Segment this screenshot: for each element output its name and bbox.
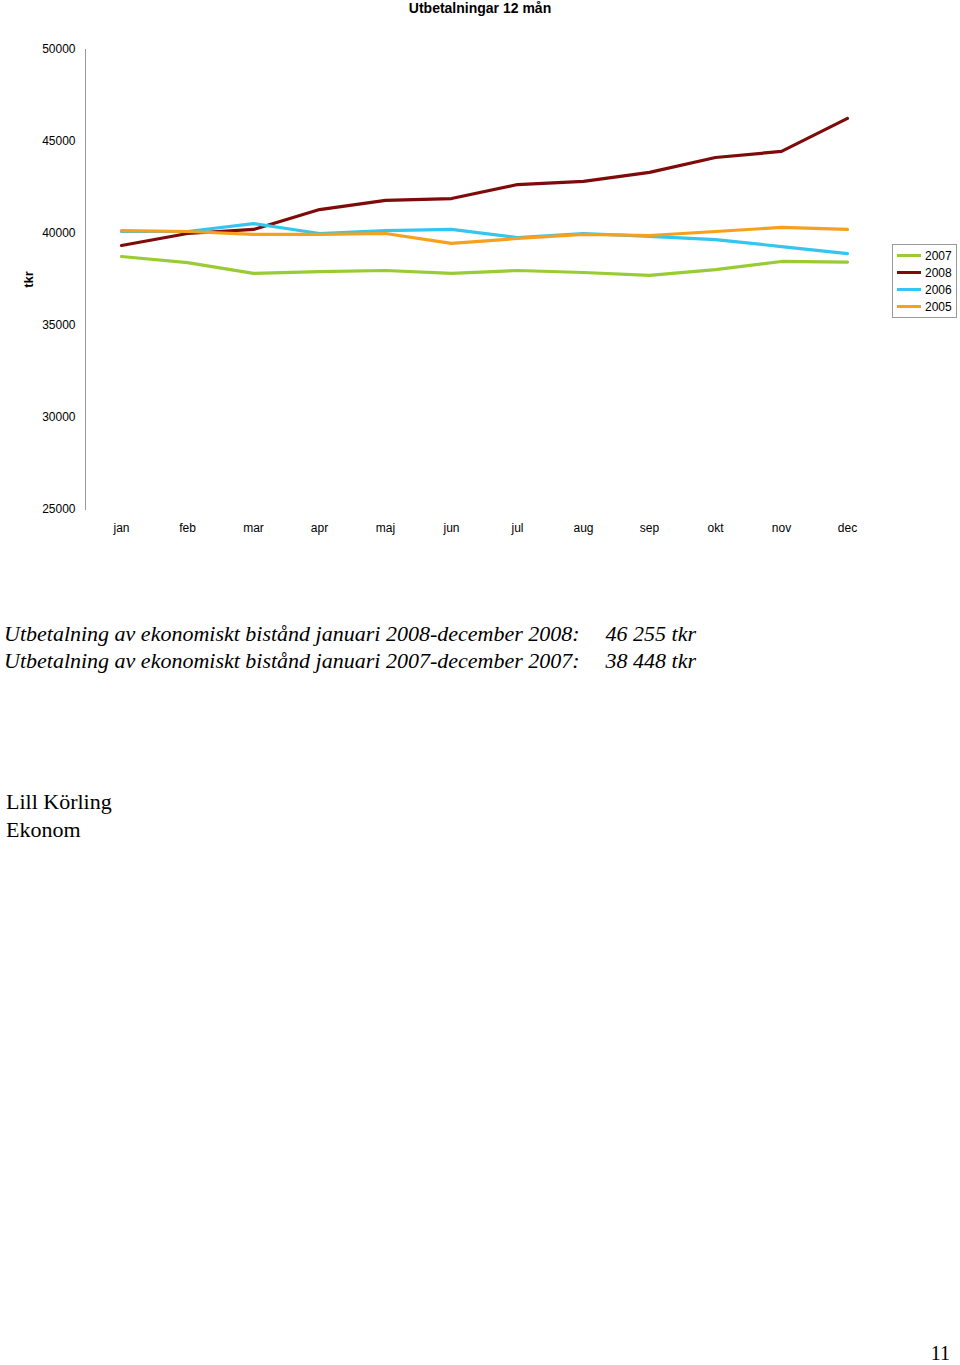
html-text:Utbetalning av ekonomiskt bist: Utbetalning av ekonomiskt bistånd januar…	[4, 648, 580, 673]
svg-text:jul: jul	[510, 521, 523, 535]
html-text:38 448 tkr: 38 448 tkr	[605, 648, 696, 673]
svg-text:50000: 50000	[42, 42, 76, 56]
html-text:Ekonom: Ekonom	[6, 817, 81, 842]
svg-text:okt: okt	[707, 521, 724, 535]
svg-text:jun: jun	[442, 521, 459, 535]
svg-text:35000: 35000	[42, 318, 76, 332]
svg-text:feb: feb	[179, 521, 196, 535]
svg-text:maj: maj	[376, 521, 395, 535]
svg-text:dec: dec	[838, 521, 857, 535]
html-text:11: 11	[930, 1342, 950, 1364]
html-text:46 255 tkr: 46 255 tkr	[605, 621, 696, 646]
svg-text:30000: 30000	[42, 410, 76, 424]
html-text:Utbetalning av ekonomiskt bist: Utbetalning av ekonomiskt bistånd januar…	[4, 621, 580, 646]
html-text:Lill Körling: Lill Körling	[6, 789, 112, 814]
html-text:2007: 2007	[925, 248, 952, 263]
svg-text:apr: apr	[311, 521, 328, 535]
svg-text:jan: jan	[112, 521, 129, 535]
html-text:Utbetalningar 12 mån: Utbetalningar 12 mån	[408, 0, 552, 16]
html-text:2008: 2008	[925, 265, 952, 280]
svg-text:45000: 45000	[42, 134, 76, 148]
svg-text:40000: 40000	[42, 226, 76, 240]
svg-text:sep: sep	[640, 521, 660, 535]
svg-text:25000: 25000	[42, 502, 76, 516]
svg-text:aug: aug	[573, 521, 593, 535]
svg-text:nov: nov	[772, 521, 791, 535]
html-text:2005: 2005	[925, 299, 952, 314]
html-text:2006: 2006	[925, 282, 952, 297]
svg-text:tkr: tkr	[21, 271, 36, 288]
svg-text:mar: mar	[243, 521, 264, 535]
